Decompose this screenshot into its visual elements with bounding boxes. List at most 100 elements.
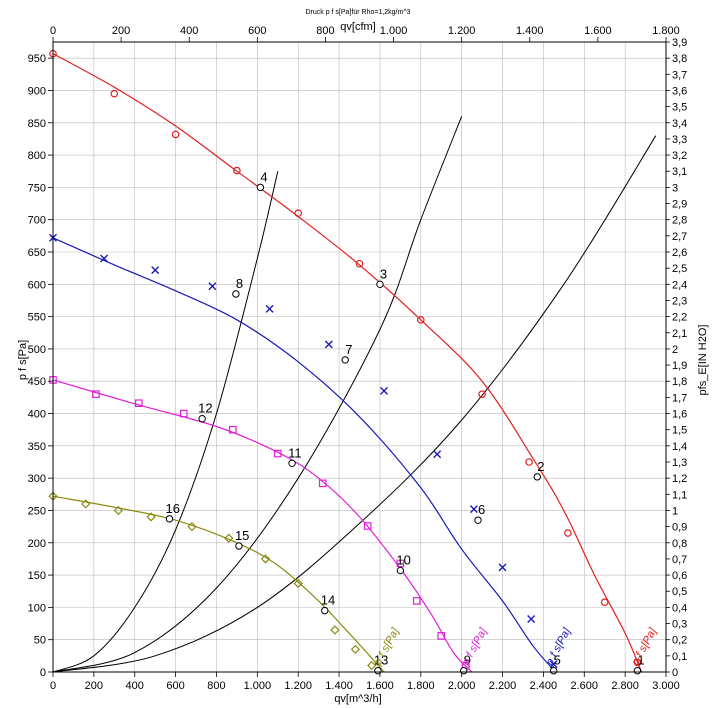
y2-tick-label: 3,4: [672, 118, 687, 130]
y2-tick-label: 1,4: [672, 441, 687, 453]
x-tick-label: 3.000: [652, 680, 680, 692]
y2-tick-label: 1,9: [672, 360, 687, 372]
y2-tick-label: 0,9: [672, 522, 687, 534]
y-tick-label: 650: [28, 247, 46, 259]
y2-tick-label: 0,1: [672, 651, 687, 663]
system-curve: [52, 116, 463, 673]
y2-tick-label: 3,8: [672, 53, 687, 65]
operating-point-label: 15: [235, 528, 249, 543]
x-tick-label: 1.200: [284, 680, 312, 692]
y2-tick-label: 3,9: [672, 37, 687, 49]
series-marker: [433, 450, 442, 459]
y2-tick-label: 0,6: [672, 570, 687, 582]
series-marker: [260, 554, 271, 564]
y2-tick-label: 0,3: [672, 619, 687, 631]
operating-point: [256, 183, 265, 192]
series-marker: [224, 533, 234, 543]
x2-axis-ticks: 0 200 400 600 800 1.000 1.200 1.400 1.600 1.800: [50, 25, 680, 42]
y2-tick-label: 0,7: [672, 554, 687, 566]
series-marker: [525, 458, 533, 466]
x-tick-label: 400: [126, 680, 144, 692]
series-marker: [273, 449, 282, 458]
y-tick-label: 250: [28, 505, 46, 517]
series-marker: [324, 340, 333, 349]
y-tick-label: 800: [28, 150, 46, 162]
y2-tick-label: 2,6: [672, 247, 687, 259]
y-tick-label: 300: [28, 473, 46, 485]
y2-tick-label: 2,4: [672, 279, 687, 291]
series-marker: [294, 209, 303, 218]
x2-tick-label: 400: [180, 25, 198, 37]
series-marker: [437, 632, 446, 640]
y2-tick-label: 2,5: [672, 263, 687, 275]
y-tick-label: 100: [28, 602, 46, 614]
operating-point-label: 2: [537, 459, 544, 474]
series-marker: [110, 89, 119, 98]
operating-point: [549, 667, 558, 675]
x-tick-label: 1.400: [325, 680, 353, 692]
operating-point-label: 16: [165, 501, 179, 516]
y2-tick-label: 3,7: [672, 69, 687, 81]
y2-tick-label: 3,6: [672, 85, 687, 97]
x2-tick-label: 200: [112, 25, 130, 37]
x2-tick-label: 1.800: [652, 25, 680, 37]
x-tick-label: 2.400: [530, 680, 558, 692]
operating-point-label: 5: [554, 653, 561, 668]
y2-tick-label: 2,9: [672, 199, 687, 211]
operating-point-label: 10: [396, 553, 410, 568]
y2-tick-label: 2,1: [672, 328, 687, 340]
operating-point: [198, 415, 206, 423]
x2-tick-label: 800: [316, 25, 334, 37]
operating-point: [321, 606, 329, 615]
operating-point: [474, 516, 482, 524]
y2-tick-label: 2,7: [672, 231, 687, 243]
operating-point-label: 9: [464, 653, 471, 668]
y2-tick-label: 2,8: [672, 215, 687, 227]
y-tick-label: 400: [28, 409, 46, 421]
curves: [52, 53, 657, 673]
series-marker: [233, 166, 241, 175]
series-marker: [498, 563, 507, 572]
operating-point-label: 3: [380, 266, 387, 281]
series-marker: [100, 254, 109, 263]
y2-tick-label: 1,1: [672, 489, 687, 501]
operating-point-label: 1: [637, 653, 644, 668]
series-marker: [113, 505, 124, 516]
y2-tick-label: 1,2: [672, 473, 687, 485]
series-marker: [412, 597, 421, 605]
y-tick-label: 200: [28, 538, 46, 550]
y2-axis-ticks: 0 0,1 0,2 0,3 0,4 0,5 0,6 0,7 0,8 0,9 1 1,1 1,2 1,3 1,…: [666, 37, 687, 679]
x-tick-label: 2.800: [611, 680, 639, 692]
y2-tick-label: 1,3: [672, 457, 687, 469]
y-axis-label: p f s[Pa]: [17, 340, 29, 380]
y-tick-label: 450: [28, 376, 46, 388]
x-tick-label: 1.000: [244, 680, 272, 692]
series-marker: [380, 386, 389, 395]
operating-point: [633, 667, 642, 675]
operating-point-label: 12: [198, 401, 212, 416]
series-marker: [350, 644, 361, 655]
operating-point: [288, 459, 296, 467]
x-tick-label: 2.000: [448, 680, 476, 692]
y-tick-label: 700: [28, 215, 46, 227]
y-tick-label: 500: [28, 344, 46, 356]
x2-axis-label: qv[cfm]: [340, 21, 375, 33]
y2-tick-label: 0: [672, 667, 678, 679]
operating-point-label: 6: [478, 502, 485, 517]
operating-point-label: 11: [288, 445, 302, 460]
y-tick-label: 50: [34, 635, 46, 647]
series-marker: [293, 578, 303, 589]
system-curve: [52, 135, 657, 673]
plot-frame: [52, 41, 667, 673]
series-marker: [229, 425, 237, 434]
y2-tick-label: 2: [672, 344, 678, 356]
x2-tick-label: 1.400: [516, 25, 544, 37]
series-marker: [600, 598, 609, 607]
series-line: [52, 495, 385, 673]
operating-point-label: 7: [345, 342, 352, 357]
series-marker: [469, 505, 478, 514]
operating-point: [533, 473, 541, 481]
x2-tick-label: 1.200: [448, 25, 476, 37]
